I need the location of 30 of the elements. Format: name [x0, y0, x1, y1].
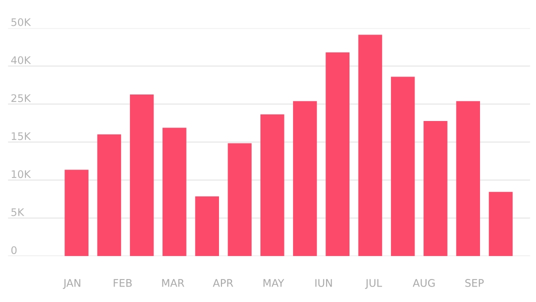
- bar: [260, 114, 284, 256]
- text: 10K: [12, 170, 31, 178]
- bar: [228, 143, 252, 256]
- bar: [424, 121, 448, 256]
- bar: [130, 94, 154, 256]
- text: JAN: [62, 279, 80, 289]
- text: 0: [11, 246, 17, 254]
- text: FEB: [114, 279, 132, 287]
- text: SEP: [465, 279, 484, 287]
- bar: [358, 34, 382, 256]
- text: 15K: [12, 132, 31, 140]
- bar: [64, 170, 88, 256]
- text: 25K: [11, 94, 31, 102]
- text: APR: [212, 279, 234, 287]
- bar: [293, 101, 317, 256]
- bar: [195, 196, 219, 256]
- text: 50K: [11, 18, 31, 26]
- text: JUL: [365, 279, 382, 289]
- bar: [162, 128, 186, 256]
- bar: [326, 52, 350, 256]
- bar: [488, 192, 513, 256]
- text: MAY: [264, 279, 284, 287]
- bar: [97, 134, 122, 256]
- text: MAR: [162, 279, 184, 287]
- text: IUN: [315, 279, 332, 287]
- text: 40K: [11, 56, 31, 64]
- text: 5K: [11, 208, 24, 216]
- bar: [456, 101, 480, 256]
- bar: [390, 76, 415, 256]
- text: AUG: [412, 279, 435, 287]
